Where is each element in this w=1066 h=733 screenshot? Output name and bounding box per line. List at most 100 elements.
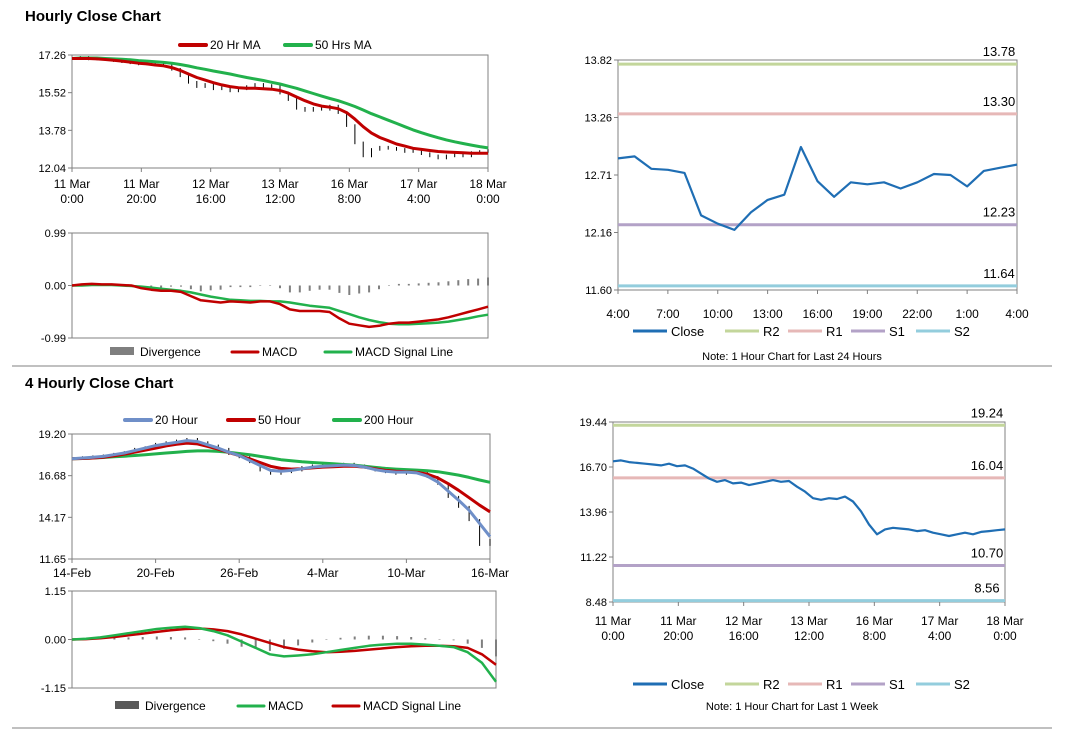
four-hourly-week-note: Note: 1 Hour Chart for Last 1 Week [706, 701, 879, 713]
four-hourly-week-legend-label: R1 [826, 677, 843, 692]
four-hourly-week-level-label: 8.56 [974, 581, 999, 596]
hourly-divergence-bar [447, 281, 450, 286]
four-hourly-price-x-label: 10-Mar [387, 566, 425, 580]
hourly-divergence-bar [487, 277, 489, 286]
hourly-24h-level-label: 13.78 [983, 44, 1016, 59]
four-hourly-divergence-bar [381, 635, 384, 640]
section-title-4-hourly: 4 Hourly Close Chart [25, 375, 173, 392]
hourly-macd-y-label: -0.99 [41, 333, 66, 345]
hourly-macd-y-label: 0.99 [45, 228, 66, 240]
four-hourly-week-legend-label: Close [671, 677, 704, 692]
hourly-signal-line [72, 283, 489, 326]
four-hourly-divergence-bar [169, 637, 172, 640]
hourly-divergence-bar [269, 285, 272, 286]
hourly-price-x-label: 8:00 [338, 192, 362, 206]
hourly-divergence-bar [170, 285, 172, 287]
hourly-price-x-label: 18 Mar [469, 177, 506, 191]
hourly-24h-x-label: 1:00 [955, 307, 979, 321]
hourly-price-y-label: 15.52 [38, 88, 66, 100]
hourly-24h-legend-label: Close [671, 324, 704, 339]
hourly-price-x-label: 12 Mar [192, 177, 229, 191]
hourly-divergence-bar [249, 285, 252, 288]
legend-200-hour-label: 200 Hour [364, 413, 413, 427]
four-hourly-divergence-bar [141, 637, 144, 640]
four-hourly-divergence-bar [226, 639, 229, 644]
four-hourly-divergence-bar [466, 639, 469, 644]
four-hourly-divergence-bar [480, 639, 483, 648]
legend-50-hour-label: 50 Hour [258, 413, 301, 427]
hourly-24h-x-label: 16:00 [802, 307, 832, 321]
four-hourly-divergence-bar [367, 635, 370, 640]
four-hourly-week-x-label: 16 Mar [856, 614, 893, 628]
four-hourly-divergence-bar [113, 637, 116, 640]
ma20h-line [71, 439, 492, 538]
hourly-divergence-bar [318, 285, 321, 290]
hourly-price-x-label: 4:00 [407, 192, 431, 206]
hourly-price-y-label: 17.26 [38, 50, 66, 62]
four-hourly-divergence-bar [396, 636, 399, 640]
hourly-24h-x-label: 22:00 [902, 307, 932, 321]
hourly-divergence-bar [407, 283, 410, 286]
hourly-divergence-bar [180, 285, 182, 287]
hourly-24h-legend-label: R2 [763, 324, 780, 339]
hourly-24h-legend-label: S2 [954, 324, 970, 339]
four-hourly-macd-line [71, 625, 498, 683]
hourly-24h-x-label: 7:00 [656, 307, 680, 321]
four-hourly-week-y-label: 11.22 [580, 552, 607, 564]
four-hourly-price-x-label: 16-Mar [471, 566, 509, 580]
hourly-divergence-bar [467, 279, 470, 286]
hourly-divergence-bar [368, 285, 371, 293]
hourly-24h-y-label: 13.82 [584, 55, 612, 67]
hourly-divergence-bar [397, 283, 400, 286]
four-hourly-week-x-label: 0:00 [601, 629, 625, 643]
legend-20hr-ma-label: 20 Hr MA [210, 38, 261, 52]
legend-4h-divergence-swatch [115, 701, 139, 709]
ma20-line [72, 57, 488, 155]
four-hourly-week-x-label: 18 Mar [986, 614, 1023, 628]
four-hourly-divergence-bar [184, 637, 187, 640]
hourly-divergence-bar [417, 283, 420, 286]
hourly-24h-close-line [617, 145, 1018, 231]
four-hourly-divergence-bar [127, 637, 130, 640]
hourly-divergence-bar [437, 282, 440, 286]
four-hourly-week-x-label: 8:00 [863, 629, 887, 643]
hourly-divergence-bar [209, 285, 212, 291]
four-hourly-divergence-bar [240, 639, 243, 647]
four-hourly-week-legend-label: R2 [763, 677, 780, 692]
four-hourly-week-level-label: 19.24 [971, 405, 1004, 420]
four-hourly-price-x-label: 26-Feb [220, 566, 258, 580]
four-hourly-week-y-label: 13.96 [579, 507, 607, 519]
hourly-divergence-bar [259, 285, 262, 286]
four-hourly-divergence-bar [198, 639, 201, 640]
four-hourly-week-legend-label: S1 [889, 677, 905, 692]
hourly-divergence-bar [298, 285, 301, 293]
hourly-24h-note: Note: 1 Hour Chart for Last 24 Hours [702, 351, 882, 363]
hourly-price-y-label: 12.04 [38, 163, 66, 175]
hourly-24h-x-label: 10:00 [703, 307, 733, 321]
four-hourly-macd-y-label: 1.15 [45, 586, 66, 598]
four-hourly-week-y-label: 16.70 [579, 462, 607, 474]
hourly-price-x-label: 16 Mar [331, 177, 368, 191]
hourly-price-x-label: 13 Mar [261, 177, 298, 191]
four-hourly-week-x-label: 16:00 [729, 629, 759, 643]
hourly-price-x-label: 0:00 [476, 192, 500, 206]
four-hourly-divergence-bar [268, 639, 271, 651]
hourly-macd-y-label: 0.00 [45, 281, 66, 293]
hourly-24h-legend-label: S1 [889, 324, 905, 339]
hourly-divergence-bar [199, 285, 202, 292]
hourly-24h-frame [617, 59, 1018, 291]
legend-50hrs-ma-label: 50 Hrs MA [315, 38, 372, 52]
hourly-24h-legend-label: R1 [826, 324, 843, 339]
four-hourly-week-legend-label: S2 [954, 677, 970, 692]
four-hourly-divergence-bar [339, 637, 342, 640]
hourly-24h-y-label: 12.71 [584, 170, 612, 182]
hourly-divergence-bar [308, 285, 311, 291]
hourly-divergence-bar [160, 285, 163, 288]
four-hourly-price-y-label: 14.17 [38, 512, 66, 524]
four-hourly-week-x-label: 17 Mar [921, 614, 958, 628]
four-hourly-week-frame [612, 421, 1006, 603]
hourly-divergence-bar [219, 285, 222, 290]
legend-4h-macd-signal-label: MACD Signal Line [363, 699, 461, 713]
hourly-price-x-label: 20:00 [126, 192, 156, 206]
